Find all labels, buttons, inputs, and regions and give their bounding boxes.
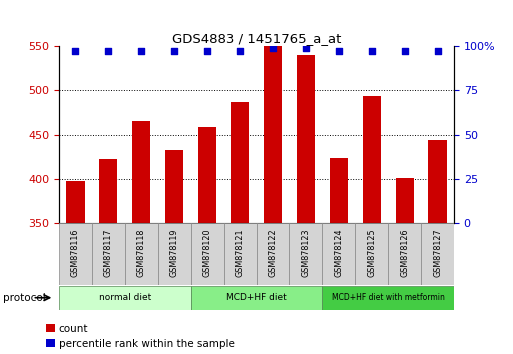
- Point: [71, 48, 80, 54]
- Point: [269, 45, 277, 51]
- Title: GDS4883 / 1451765_a_at: GDS4883 / 1451765_a_at: [172, 32, 341, 45]
- Bar: [165, 149, 183, 223]
- Bar: [198, 127, 216, 223]
- Text: MCD+HF diet with metformin: MCD+HF diet with metformin: [332, 293, 445, 302]
- Point: [401, 48, 409, 54]
- Text: MCD+HF diet: MCD+HF diet: [226, 293, 287, 302]
- Text: GSM878118: GSM878118: [137, 229, 146, 277]
- Bar: [396, 178, 413, 223]
- Point: [334, 48, 343, 54]
- Point: [302, 45, 310, 51]
- Text: GSM878124: GSM878124: [334, 228, 343, 277]
- Bar: [322, 223, 355, 285]
- Bar: [388, 223, 421, 285]
- Point: [203, 48, 211, 54]
- Text: GSM878116: GSM878116: [71, 229, 80, 277]
- Legend: count, percentile rank within the sample: count, percentile rank within the sample: [46, 324, 234, 349]
- Bar: [224, 223, 256, 285]
- Bar: [421, 223, 454, 285]
- Bar: [289, 223, 322, 285]
- Bar: [256, 223, 289, 285]
- Bar: [132, 121, 150, 223]
- Text: GSM878123: GSM878123: [301, 228, 310, 277]
- Bar: [191, 286, 322, 310]
- Bar: [297, 55, 315, 223]
- Bar: [100, 159, 117, 223]
- Point: [368, 48, 376, 54]
- Bar: [191, 223, 224, 285]
- Bar: [363, 96, 381, 223]
- Text: GSM878125: GSM878125: [367, 228, 376, 277]
- Point: [170, 48, 179, 54]
- Text: GSM878126: GSM878126: [400, 228, 409, 277]
- Text: GSM878120: GSM878120: [203, 228, 212, 277]
- Bar: [59, 286, 191, 310]
- Point: [433, 48, 442, 54]
- Bar: [125, 223, 158, 285]
- Text: GSM878119: GSM878119: [170, 228, 179, 277]
- Text: GSM878121: GSM878121: [235, 228, 245, 277]
- Bar: [92, 223, 125, 285]
- Bar: [428, 140, 447, 223]
- Bar: [158, 223, 191, 285]
- Text: protocol: protocol: [3, 293, 45, 303]
- Bar: [66, 181, 85, 223]
- Bar: [355, 223, 388, 285]
- Bar: [330, 159, 348, 223]
- Point: [236, 48, 244, 54]
- Text: GSM878122: GSM878122: [268, 228, 278, 277]
- Point: [137, 48, 145, 54]
- Text: GSM878117: GSM878117: [104, 228, 113, 277]
- Bar: [264, 46, 282, 223]
- Point: [104, 48, 112, 54]
- Bar: [59, 223, 92, 285]
- Bar: [322, 286, 454, 310]
- Text: normal diet: normal diet: [98, 293, 151, 302]
- Text: GSM878127: GSM878127: [433, 228, 442, 277]
- Bar: [231, 102, 249, 223]
